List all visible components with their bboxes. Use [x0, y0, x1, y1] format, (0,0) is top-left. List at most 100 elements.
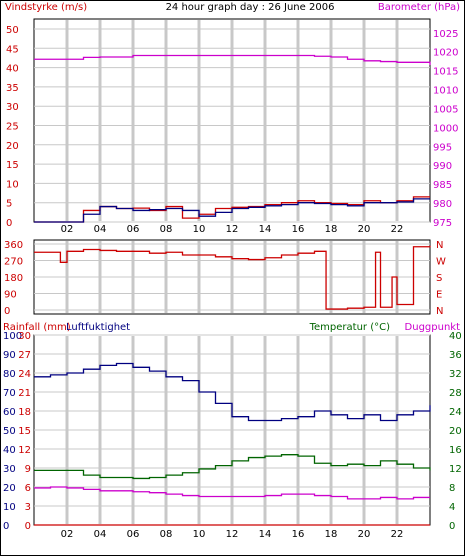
series-barometer — [34, 54, 431, 65]
x-tick-label-wind: 04 — [94, 224, 107, 235]
rainfall-tick-label: 15 — [18, 426, 31, 437]
barometer-tick-label: 985 — [433, 180, 452, 191]
humidity-tick-label: 30 — [3, 464, 16, 475]
series-temperature — [34, 454, 431, 480]
barometer-tick-label: 990 — [433, 161, 452, 172]
wind-tick-label: 5 — [6, 199, 12, 210]
x-tick-label-wind: 14 — [259, 224, 272, 235]
humidity-tick-label: 100 — [3, 331, 22, 342]
wind-tick-label: 45 — [6, 44, 19, 55]
x-tick-label-wind: 12 — [226, 224, 239, 235]
humidity-tick-label: 40 — [3, 445, 16, 456]
temperature-tick-label: 32 — [449, 369, 462, 380]
series-dewpoint — [34, 486, 430, 500]
rainfall-tick-label: 18 — [18, 407, 31, 418]
temperature-tick-label: 12 — [449, 464, 462, 475]
temperature-tick-label: 36 — [449, 350, 462, 361]
x-tick-label-rain: 14 — [259, 529, 272, 540]
compass-tick-label: E — [436, 290, 442, 301]
barometer-tick-label: 975 — [433, 218, 452, 229]
compass-tick-label: N — [436, 306, 443, 317]
compass-tick-label: N — [436, 240, 443, 251]
wind-tick-label: 25 — [6, 122, 19, 133]
x-tick-label-rain: 10 — [193, 529, 206, 540]
rainfall-tick-label: 30 — [18, 331, 31, 342]
series-humidity — [34, 362, 431, 422]
x-tick-label-rain: 20 — [358, 529, 371, 540]
temperature-tick-label: 20 — [449, 426, 462, 437]
barometer-tick-label: 980 — [433, 199, 452, 210]
temperature-tick-label: 28 — [449, 388, 462, 399]
wind-tick-label: 40 — [6, 64, 19, 75]
humidity-axis-label: Luftfuktighet — [66, 322, 130, 333]
humidity-tick-label: 60 — [3, 407, 16, 418]
wind-tick-label: 35 — [6, 83, 19, 94]
barometer-tick-label: 1020 — [433, 48, 458, 59]
dewpoint-axis-label: Duggpunkt — [405, 322, 461, 333]
barometer-tick-label: 1005 — [433, 104, 458, 115]
rainfall-tick-label: 6 — [25, 483, 31, 494]
barometer-tick-label: 1015 — [433, 67, 458, 78]
wind-tick-label: 15 — [6, 160, 19, 171]
x-tick-label-wind: 16 — [292, 224, 305, 235]
direction-tick-label: 90 — [4, 290, 17, 301]
humidity-tick-label: 20 — [3, 483, 16, 494]
rainfall-tick-label: 21 — [18, 388, 31, 399]
chart-title: 24 hour graph day : 26 June 2006 — [166, 2, 335, 13]
rainfall-axis-label: Rainfall (mm) — [3, 322, 71, 333]
temperature-tick-label: 4 — [449, 502, 455, 513]
temperature-tick-label: 40 — [449, 331, 462, 342]
wind-tick-label: 30 — [6, 102, 19, 113]
wind-tick-label: 20 — [6, 141, 19, 152]
humidity-tick-label: 70 — [3, 388, 16, 399]
rainfall-tick-label: 24 — [18, 369, 31, 380]
x-tick-label-rain: 04 — [94, 529, 107, 540]
series-wind-avg — [34, 198, 430, 223]
barometer-tick-label: 1010 — [433, 86, 458, 97]
direction-tick-label: 180 — [4, 273, 23, 284]
wind-tick-label: 50 — [6, 25, 19, 36]
barometer-tick-label: 1000 — [433, 123, 458, 134]
x-tick-label-rain: 06 — [127, 529, 140, 540]
x-tick-label-wind: 10 — [193, 224, 206, 235]
barometer-tick-label: 995 — [433, 142, 452, 153]
direction-tick-label: 0 — [4, 306, 10, 317]
series-direction — [34, 245, 431, 310]
wind-axis-label: Vindstyrke (m/s) — [5, 2, 87, 13]
temperature-tick-label: 16 — [449, 445, 462, 456]
compass-tick-label: S — [436, 273, 442, 284]
x-tick-label-rain: 08 — [160, 529, 173, 540]
temperature-tick-label: 8 — [449, 483, 455, 494]
x-tick-label-wind: 18 — [325, 224, 338, 235]
humidity-tick-label: 10 — [3, 502, 16, 513]
compass-tick-label: W — [436, 257, 446, 268]
barometer-tick-label: 1025 — [433, 29, 458, 40]
rainfall-tick-label: 12 — [18, 445, 31, 456]
rainfall-tick-label: 3 — [25, 502, 31, 513]
humidity-tick-label: 90 — [3, 350, 16, 361]
humidity-tick-label: 0 — [3, 521, 9, 532]
x-tick-label-rain: 16 — [292, 529, 305, 540]
x-tick-label-rain: 22 — [391, 529, 404, 540]
x-tick-label-wind: 02 — [61, 224, 74, 235]
humidity-tick-label: 80 — [3, 369, 16, 380]
rainfall-tick-label: 9 — [25, 464, 31, 475]
direction-tick-label: 270 — [4, 257, 23, 268]
x-tick-label-wind: 20 — [358, 224, 371, 235]
x-tick-label-wind: 22 — [391, 224, 404, 235]
x-tick-label-wind: 08 — [160, 224, 173, 235]
wind-tick-label: 10 — [6, 179, 19, 190]
wind-tick-label: 0 — [6, 218, 12, 229]
direction-tick-label: 360 — [4, 240, 23, 251]
barometer-axis-label: Barometer (hPa) — [378, 2, 460, 13]
temperature-tick-label: 24 — [449, 407, 462, 418]
rainfall-tick-label: 0 — [25, 521, 31, 532]
x-tick-label-rain: 18 — [325, 529, 338, 540]
x-tick-label-rain: 12 — [226, 529, 239, 540]
chart-marks: 0202040406060808101012121414161618182020… — [3, 20, 462, 540]
temperature-axis-label: Temperatur (°C) — [309, 322, 390, 333]
temperature-tick-label: 0 — [449, 521, 455, 532]
humidity-tick-label: 50 — [3, 426, 16, 437]
